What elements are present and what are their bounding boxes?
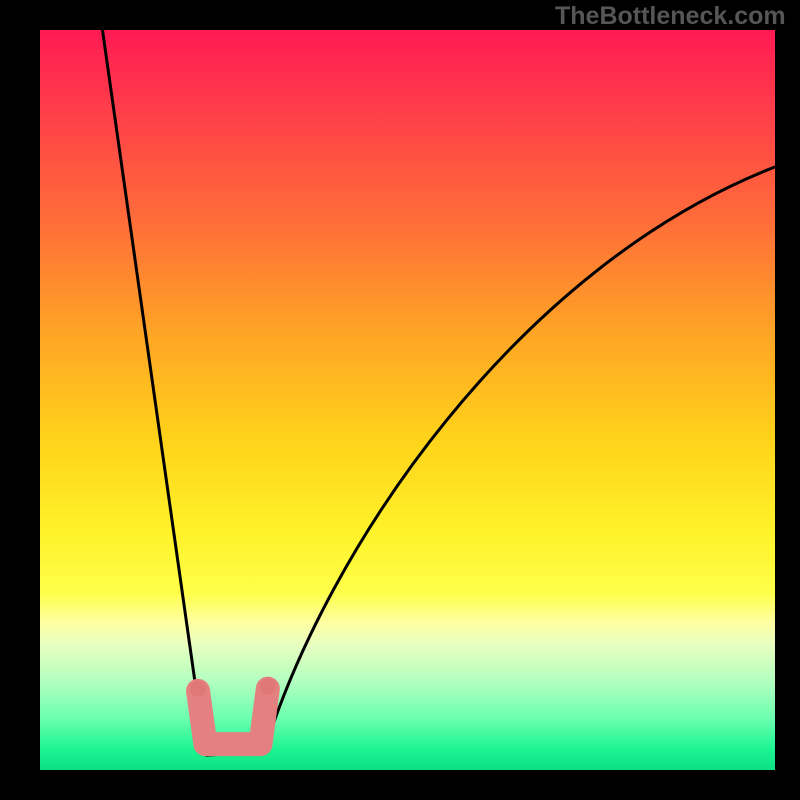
overlay-end-marker <box>260 678 276 694</box>
plot-area <box>40 30 775 770</box>
watermark-text: TheBottleneck.com <box>555 2 786 31</box>
outer-frame: TheBottleneck.com <box>0 0 800 800</box>
overlay-end-marker <box>190 681 206 697</box>
overlay-l-stroke <box>198 689 268 745</box>
overlay-stroke-layer <box>40 30 775 770</box>
